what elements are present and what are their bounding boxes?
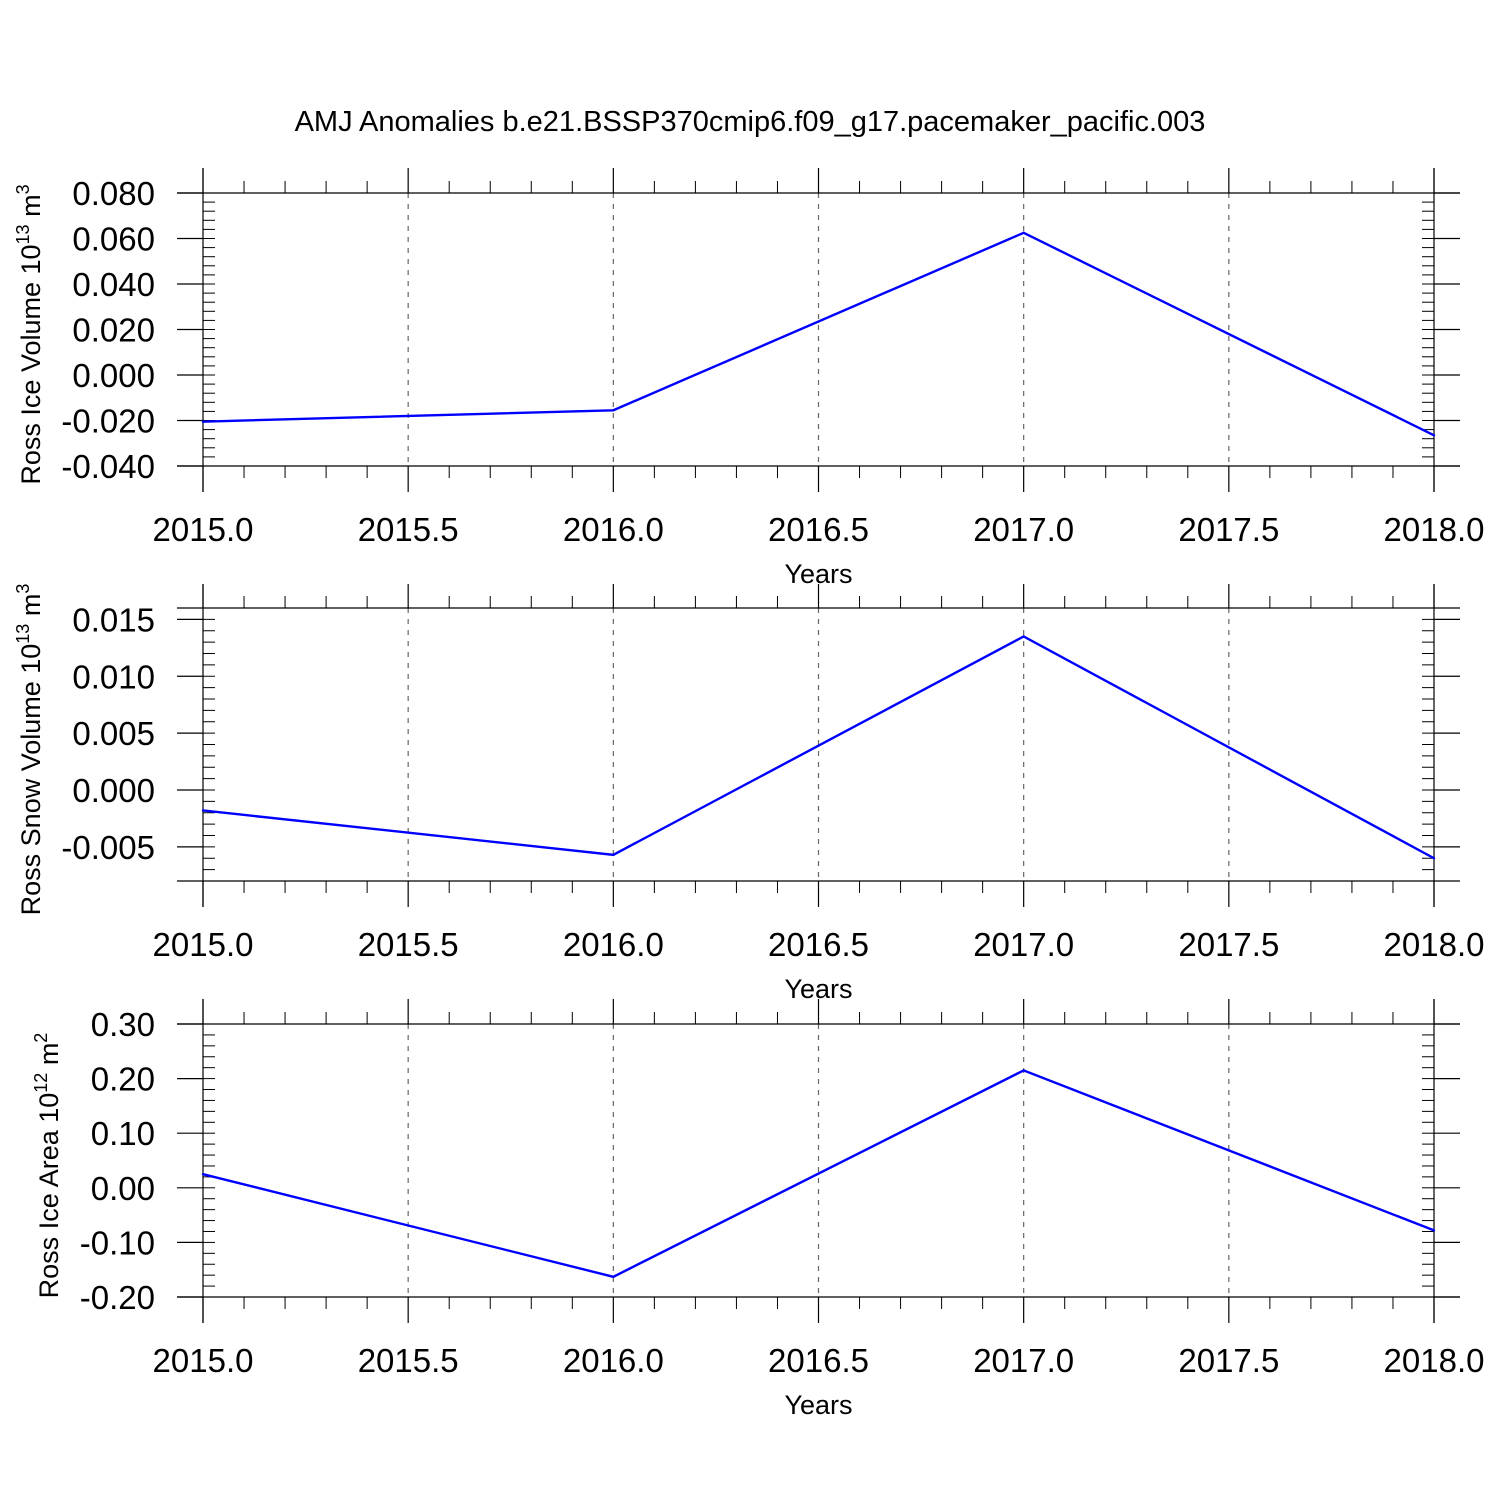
data-point — [201, 420, 205, 423]
data-point — [1022, 231, 1025, 235]
figure-title: AMJ Anomalies b.e21.BSSP370cmip6.f09_g17… — [295, 106, 1206, 138]
x-tick-label: 2015.0 — [153, 511, 254, 548]
x-tick-label: 2016.0 — [563, 926, 664, 963]
y-tick-label: 0.015 — [72, 601, 155, 638]
x-tick-label: 2015.5 — [358, 926, 459, 963]
x-tick-label: 2017.0 — [973, 926, 1074, 963]
y-tick-label: 0.20 — [91, 1061, 155, 1098]
data-point — [612, 409, 615, 412]
y-tick-label: -0.10 — [80, 1224, 155, 1261]
chart-panel-2: 2015.0 2015.5 2016.0 2016.5 2017.0 2017.5 2018… — [13, 584, 1484, 1004]
x-tick-label: 2015.0 — [153, 1342, 254, 1379]
y-tick-label: -0.005 — [61, 829, 155, 866]
y-axis-label: Ross Snow Volume 1013 m3 — [13, 584, 46, 916]
y-tick-label: 0.30 — [91, 1006, 155, 1043]
data-point — [612, 1275, 615, 1278]
series-line — [202, 231, 1435, 437]
x-tick-label: 2018.0 — [1384, 926, 1485, 963]
chart-panel-1: 2015.0 2015.5 2016.0 2016.5 2017.0 2017.5 2018… — [13, 168, 1484, 589]
x-tick-label: 2016.5 — [768, 511, 869, 548]
data-point — [1022, 1069, 1025, 1072]
y-tick-label: -0.040 — [61, 448, 155, 485]
series-line — [202, 635, 1435, 860]
x-axis-label: Years — [784, 1390, 852, 1420]
data-point — [201, 809, 205, 812]
x-tick-label: 2017.5 — [1178, 1342, 1279, 1379]
y-tick-label: 0.010 — [72, 658, 155, 695]
y-axis-label: Ross Ice Area 1012 m2 — [31, 1033, 64, 1299]
chart-panel-3: 2015.0 2015.5 2016.0 2016.5 2017.0 2017.5 2018… — [31, 999, 1484, 1420]
x-tick-label: 2017.5 — [1178, 511, 1279, 548]
x-tick-label: 2017.0 — [973, 511, 1074, 548]
y-tick-label: 0.040 — [72, 266, 155, 303]
y-tick-label: 0.060 — [72, 221, 155, 258]
panels: 2015.0 2015.5 2016.0 2016.5 2017.0 2017.5 2018… — [13, 168, 1484, 1420]
y-tick-label: 0.080 — [72, 175, 155, 212]
y-tick-label: -0.20 — [80, 1279, 155, 1316]
y-tick-label: 0.000 — [72, 357, 155, 394]
x-tick-label: 2016.5 — [768, 926, 869, 963]
data-point — [1432, 857, 1436, 860]
x-tick-label: 2015.5 — [358, 1342, 459, 1379]
x-tick-label: 2016.5 — [768, 1342, 869, 1379]
x-tick-label: 2016.0 — [563, 1342, 664, 1379]
x-tick-label: 2015.0 — [153, 926, 254, 963]
data-point — [1432, 434, 1436, 437]
x-tick-label: 2018.0 — [1384, 1342, 1485, 1379]
y-tick-label: -0.020 — [61, 403, 155, 440]
x-tick-label: 2018.0 — [1384, 511, 1485, 548]
x-tick-label: 2017.0 — [973, 1342, 1074, 1379]
x-tick-label: 2017.5 — [1178, 926, 1279, 963]
data-point — [1022, 635, 1025, 638]
y-tick-label: 0.10 — [91, 1115, 155, 1152]
x-tick-label: 2016.0 — [563, 511, 664, 548]
y-axis-label: Ross Ice Volume 1013 m3 — [13, 184, 46, 484]
data-point — [612, 853, 615, 857]
y-tick-label: 0.020 — [72, 312, 155, 349]
y-tick-label: 0.00 — [91, 1170, 155, 1207]
series-line — [202, 1069, 1435, 1279]
y-tick-label: 0.005 — [72, 715, 155, 752]
y-tick-label: 0.000 — [72, 772, 155, 809]
data-point — [201, 1172, 205, 1176]
data-point — [1432, 1229, 1436, 1232]
x-tick-label: 2015.5 — [358, 511, 459, 548]
